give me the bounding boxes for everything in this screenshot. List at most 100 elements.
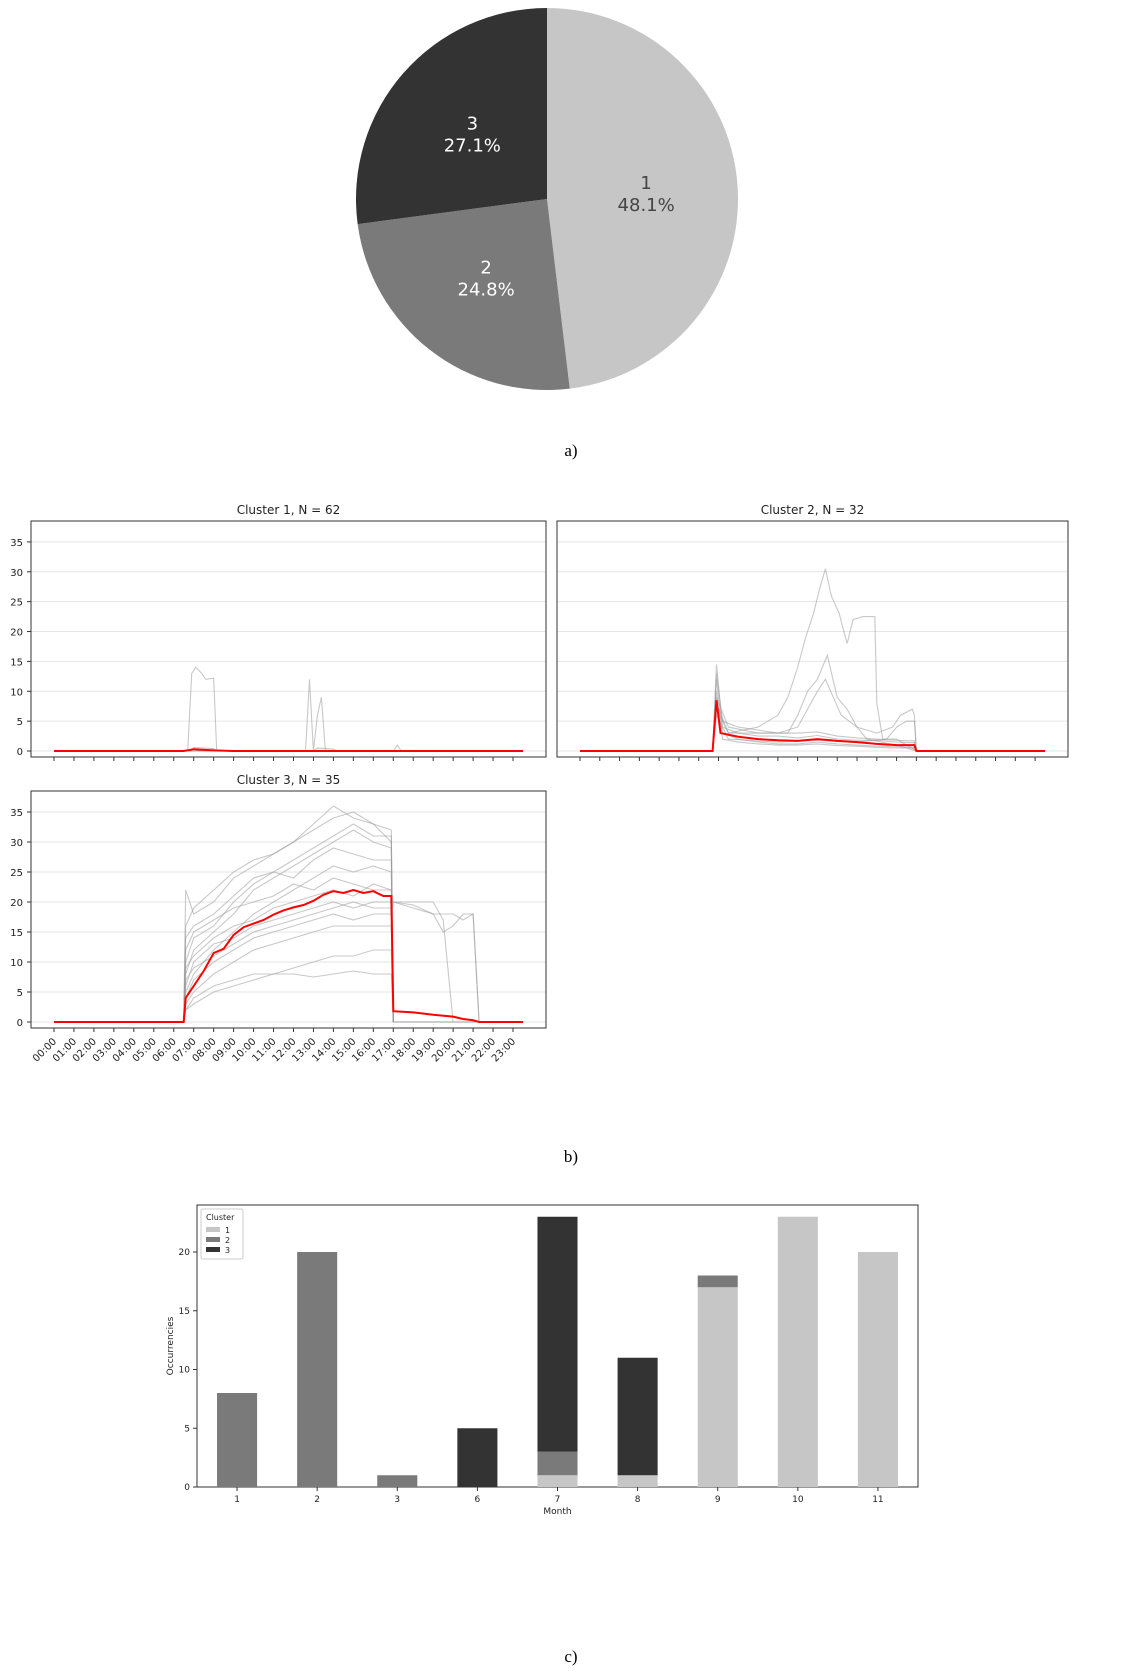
panel-label-b: b) bbox=[564, 1147, 578, 1166]
legend-box bbox=[200, 1208, 244, 1260]
subplot-title: Cluster 1, N = 62 bbox=[237, 503, 341, 517]
cluster-subplot-1: Cluster 1, N = 62 0 5 10 15 20 25 30 35 bbox=[10, 503, 547, 761]
member-series-line bbox=[54, 901, 523, 1023]
y-tick-label: 10 bbox=[10, 958, 23, 969]
subplot-title: Cluster 3, N = 35 bbox=[237, 773, 341, 787]
y-tick-label: 30 bbox=[10, 568, 23, 579]
y-axis-label: Occurrencies bbox=[166, 1316, 176, 1375]
pie-slice-label-1: 1 bbox=[640, 173, 651, 194]
cluster-line-charts: Cluster 1, N = 62 0 5 10 15 20 25 30 35 Cluster 2… bbox=[10, 503, 1069, 1065]
member-series-line bbox=[580, 678, 1045, 752]
pie-slice-label-2: 2 bbox=[480, 257, 491, 278]
legend-label-cluster-3: 3 bbox=[225, 1246, 230, 1255]
y-tick-label: 35 bbox=[10, 808, 23, 819]
pie-slice-percent-2: 24.8% bbox=[458, 279, 515, 300]
x-tick-label: 10 bbox=[792, 1495, 804, 1505]
y-tick-label: 5 bbox=[17, 717, 23, 728]
axes-frame bbox=[30, 520, 547, 758]
x-tick-label: 8 bbox=[635, 1495, 641, 1505]
x-tick-label: 6 bbox=[475, 1495, 481, 1505]
x-tick-label: 7 bbox=[555, 1495, 561, 1505]
bar-segment-cluster-2 bbox=[297, 1252, 338, 1487]
member-series-line bbox=[54, 883, 523, 1023]
x-tick-label: 2 bbox=[314, 1495, 320, 1505]
bar-segment-cluster-2 bbox=[377, 1475, 418, 1487]
y-tick-label: 30 bbox=[10, 838, 23, 849]
member-series-line bbox=[580, 653, 1045, 752]
axes-frame bbox=[556, 520, 1069, 758]
member-series-line bbox=[580, 673, 1045, 752]
pie-chart: 148.1% 224.8% 327.1% bbox=[356, 8, 738, 390]
y-tick-label: 35 bbox=[10, 538, 23, 549]
panel-label-c: c) bbox=[564, 1647, 577, 1666]
legend-swatch-cluster-2 bbox=[206, 1237, 220, 1242]
bar-segment-cluster-3 bbox=[457, 1428, 498, 1487]
y-tick-label: 20 bbox=[179, 1248, 191, 1258]
cluster-subplot-3: Cluster 3, N = 350510152025303500:0001:0… bbox=[10, 773, 547, 1065]
monthly-bar-chart: 1 2 3 6 7 8 9 10 1105101520MonthOccurrenciesClus… bbox=[166, 1204, 919, 1517]
member-series-line bbox=[580, 664, 1045, 752]
bar-segment-cluster-1 bbox=[617, 1475, 658, 1487]
y-tick-label: 10 bbox=[10, 687, 23, 698]
axes-frame bbox=[30, 790, 547, 1029]
x-tick-label: 9 bbox=[715, 1495, 721, 1505]
mean-series-line bbox=[580, 700, 1045, 752]
y-tick-label: 15 bbox=[10, 657, 23, 668]
y-tick-label: 10 bbox=[179, 1366, 191, 1376]
x-axis-label: Month bbox=[543, 1507, 571, 1517]
y-tick-label: 25 bbox=[10, 598, 23, 609]
pie-slice-label-3: 3 bbox=[467, 114, 478, 135]
mean-series-line bbox=[54, 888, 523, 1023]
mean-series-line bbox=[54, 748, 523, 752]
y-tick-label: 0 bbox=[184, 1483, 190, 1493]
member-series-line bbox=[54, 877, 523, 1023]
y-tick-label: 25 bbox=[10, 868, 23, 879]
x-tick-label: 11 bbox=[872, 1495, 883, 1505]
member-series-line bbox=[580, 568, 1045, 752]
member-series-line bbox=[54, 949, 523, 1023]
member-series-line bbox=[54, 811, 523, 1023]
legend-label-cluster-2: 2 bbox=[225, 1236, 230, 1245]
pie-slice-2 bbox=[357, 199, 570, 390]
cluster-subplot-2: Cluster 2, N = 32 bbox=[556, 503, 1069, 761]
member-series-line bbox=[54, 679, 523, 752]
legend-swatch-cluster-1 bbox=[206, 1227, 220, 1232]
member-series-line bbox=[54, 847, 523, 1023]
legend-label-cluster-1: 1 bbox=[225, 1226, 230, 1235]
y-tick-label: 5 bbox=[17, 988, 23, 999]
bar-segment-cluster-1 bbox=[537, 1475, 578, 1487]
bar-segment-cluster-1 bbox=[697, 1287, 738, 1487]
y-tick-label: 20 bbox=[10, 628, 23, 639]
y-tick-label: 0 bbox=[17, 1018, 23, 1029]
member-series-line bbox=[54, 823, 523, 1023]
x-tick-label: 1 bbox=[234, 1495, 240, 1505]
y-tick-label: 15 bbox=[10, 928, 23, 939]
member-series-line bbox=[54, 865, 523, 1023]
pie-slice-1 bbox=[547, 8, 738, 389]
member-series-line bbox=[54, 901, 523, 1023]
pie-slice-percent-3: 27.1% bbox=[444, 136, 501, 157]
y-tick-label: 5 bbox=[184, 1424, 190, 1434]
bar-segment-cluster-3 bbox=[617, 1357, 658, 1476]
member-series-line bbox=[54, 970, 523, 1023]
member-series-line bbox=[54, 666, 523, 752]
bar-segment-cluster-2 bbox=[697, 1275, 738, 1288]
legend: Cluster 123 bbox=[200, 1208, 244, 1260]
y-tick-label: 0 bbox=[17, 747, 23, 758]
y-tick-label: 20 bbox=[10, 898, 23, 909]
legend-swatch-cluster-3 bbox=[206, 1247, 220, 1252]
bar-segment-cluster-3 bbox=[537, 1216, 578, 1452]
legend-title: Cluster bbox=[206, 1213, 235, 1222]
y-tick-label: 15 bbox=[179, 1307, 190, 1317]
bar-segment-cluster-1 bbox=[777, 1216, 818, 1487]
subplot-title: Cluster 2, N = 32 bbox=[761, 503, 865, 517]
member-series-line bbox=[54, 925, 523, 1023]
bar-segment-cluster-1 bbox=[857, 1252, 898, 1487]
bar-segment-cluster-2 bbox=[537, 1451, 578, 1476]
member-series-line bbox=[580, 713, 1045, 752]
pie-slice-3 bbox=[356, 8, 547, 225]
pie-slice-percent-1: 48.1% bbox=[618, 195, 675, 216]
x-tick-label: 3 bbox=[394, 1495, 400, 1505]
bar-segment-cluster-2 bbox=[217, 1393, 258, 1487]
